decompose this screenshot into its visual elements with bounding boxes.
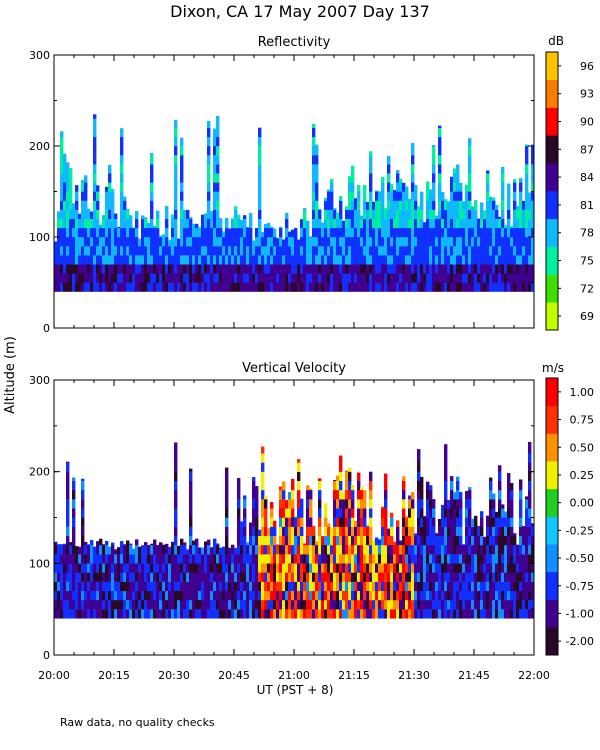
panel-title: Reflectivity xyxy=(258,35,331,50)
colorbar-swatch xyxy=(546,405,558,434)
altitude-axis-label: Altitude (m) xyxy=(3,336,18,414)
y-tick-label: 300 xyxy=(29,49,50,62)
x-tick-label: 20:15 xyxy=(98,669,130,682)
colorbar-label: -0.75 xyxy=(566,580,594,593)
colorbar-swatch xyxy=(546,274,558,303)
colorbar-label: 93 xyxy=(580,88,594,101)
colorbar-swatch xyxy=(546,302,558,331)
y-tick-label: 100 xyxy=(29,231,50,244)
heatmap-field xyxy=(54,441,535,619)
colorbar-unit: dB xyxy=(548,34,564,48)
colorbar-swatch xyxy=(546,163,558,192)
colorbar-swatch xyxy=(546,191,558,220)
heatmap-field xyxy=(54,114,535,292)
colorbar-label: 87 xyxy=(580,143,594,156)
figure-title: Dixon, CA 17 May 2007 Day 137 xyxy=(170,2,430,21)
colorbar-label: -1.00 xyxy=(566,607,594,620)
colorbar-label: 90 xyxy=(580,116,594,129)
colorbar-label: 75 xyxy=(580,255,594,268)
colorbar-swatch xyxy=(546,544,558,573)
x-tick-label: 20:45 xyxy=(218,669,250,682)
colorbar-unit: m/s xyxy=(542,361,564,375)
colorbar-label: 81 xyxy=(580,199,594,212)
colorbar-label: 0.50 xyxy=(570,441,595,454)
colorbar-label: 96 xyxy=(580,60,594,73)
colorbar-swatch xyxy=(546,107,558,136)
x-tick-label: 22:00 xyxy=(518,669,550,682)
vertical-velocity-panel: Vertical Velocity 0 100 200 300 20:00 20:15 20:… xyxy=(29,361,594,682)
colorbar-label: -2.00 xyxy=(566,635,594,648)
colorbar-swatch xyxy=(546,52,558,81)
panel-title: Vertical Velocity xyxy=(242,361,346,376)
colorbar-swatch xyxy=(546,627,558,656)
colorbar-swatch xyxy=(546,461,558,490)
colorbar-swatch xyxy=(546,378,558,406)
colorbar-label: -0.25 xyxy=(566,524,594,537)
colorbar-swatch xyxy=(546,246,558,275)
colorbar-swatch xyxy=(546,79,558,108)
footnote: Raw data, no quality checks xyxy=(60,716,215,729)
y-tick-label: 100 xyxy=(29,557,50,570)
colorbar: -2.00 -1.00 -0.75 -0.50 -0.25 0.00 0.25 0.50 0.7… xyxy=(542,361,595,656)
x-tick-label: 20:00 xyxy=(38,669,70,682)
colorbar-label: 1.00 xyxy=(570,386,595,399)
y-tick-label: 0 xyxy=(43,649,50,662)
colorbar-swatch xyxy=(546,433,558,462)
colorbar: 69 72 75 78 81 84 87 90 93 96 dB xyxy=(545,34,594,331)
x-tick-label: 21:00 xyxy=(278,669,310,682)
colorbar-swatch xyxy=(546,488,558,517)
x-tick-label: 21:15 xyxy=(338,669,370,682)
colorbar-label: -0.50 xyxy=(566,552,594,565)
colorbar-swatch xyxy=(546,599,558,628)
colorbar-swatch xyxy=(546,516,558,545)
y-tick-label: 0 xyxy=(43,322,50,335)
colorbar-swatch xyxy=(546,218,558,247)
colorbar-label: 84 xyxy=(580,171,594,184)
y-tick-label: 200 xyxy=(29,466,50,479)
colorbar-label: 72 xyxy=(580,282,594,295)
colorbar-label: 0.00 xyxy=(570,497,595,510)
colorbar-label: 69 xyxy=(580,310,594,323)
colorbar-label: 78 xyxy=(580,227,594,240)
colorbar-label: 0.75 xyxy=(570,414,595,427)
colorbar-label: 0.25 xyxy=(570,469,595,482)
x-tick-label: 21:45 xyxy=(458,669,490,682)
x-tick-label: 21:30 xyxy=(398,669,430,682)
colorbar-swatch xyxy=(546,135,558,164)
y-tick-label: 200 xyxy=(29,140,50,153)
reflectivity-panel: Reflectivity 0 100 200 300 69 72 75 78 81 84 87 90 93… xyxy=(29,34,594,335)
y-tick-label: 300 xyxy=(29,374,50,387)
colorbar-swatch xyxy=(546,571,558,600)
x-tick-label: 20:30 xyxy=(158,669,190,682)
time-axis-label: UT (PST + 8) xyxy=(257,683,334,697)
